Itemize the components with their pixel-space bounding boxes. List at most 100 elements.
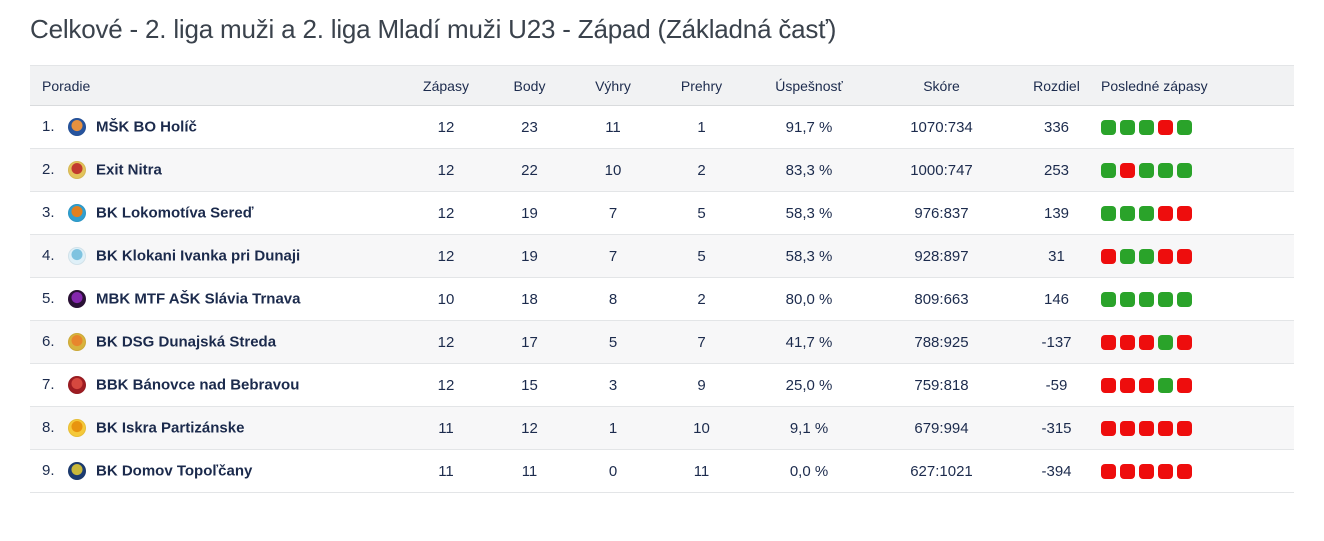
- result-win-icon: [1101, 163, 1116, 179]
- team-name-link[interactable]: BK Domov Topoľčany: [96, 462, 253, 480]
- result-loss-icon: [1120, 163, 1135, 179]
- table-row: 4. BK Klokani Ivanka pri Dunaji 12 19 7 5 58,3…: [30, 234, 1294, 278]
- diff-cell: -59: [1014, 363, 1099, 407]
- result-win-icon: [1158, 335, 1173, 351]
- team-logo-icon: [68, 204, 86, 223]
- diff-cell: -315: [1014, 406, 1099, 450]
- diff-cell: 336: [1014, 105, 1099, 149]
- team-logo-icon: [68, 333, 86, 352]
- success-cell: 25,0 %: [749, 363, 869, 407]
- success-cell: 9,1 %: [749, 406, 869, 450]
- result-loss-icon: [1139, 378, 1154, 394]
- table-row: 6. BK DSG Dunajská Streda 12 17 5 7 41,7 % 788:…: [30, 320, 1294, 364]
- rank-label: 2.: [42, 160, 55, 178]
- games-cell: 12: [405, 234, 487, 278]
- wins-cell: 7: [572, 234, 654, 278]
- last-games-cell: [1099, 277, 1294, 321]
- rank-label: 7.: [42, 375, 55, 393]
- result-loss-icon: [1120, 378, 1135, 394]
- result-loss-icon: [1177, 421, 1192, 437]
- column-header-body: Body: [487, 65, 572, 106]
- result-win-icon: [1120, 249, 1135, 265]
- table-row: 2. Exit Nitra 12 22 10 2 83,3 % 1000:747 253: [30, 148, 1294, 192]
- success-cell: 0,0 %: [749, 449, 869, 493]
- points-cell: 12: [487, 406, 572, 450]
- games-cell: 12: [405, 105, 487, 149]
- team-logo-icon: [68, 376, 86, 395]
- success-cell: 83,3 %: [749, 148, 869, 192]
- result-win-icon: [1120, 292, 1135, 308]
- losses-cell: 2: [654, 148, 749, 192]
- team-name-link[interactable]: BBK Bánovce nad Bebravou: [96, 376, 300, 394]
- team-logo-icon: [68, 462, 86, 481]
- result-win-icon: [1158, 163, 1173, 179]
- team-cell: 9. BK Domov Topoľčany: [30, 449, 405, 493]
- result-win-icon: [1139, 206, 1154, 222]
- score-cell: 928:897: [869, 234, 1014, 278]
- team-name-link[interactable]: BK DSG Dunajská Streda: [96, 333, 277, 351]
- column-header-poradie: Poradie: [30, 65, 405, 106]
- result-win-icon: [1177, 120, 1192, 136]
- team-name-link[interactable]: MBK MTF AŠK Slávia Trnava: [96, 290, 301, 308]
- team-name-link[interactable]: BK Klokani Ivanka pri Dunaji: [96, 247, 301, 265]
- team-cell: 1. MŠK BO Holíč: [30, 105, 405, 149]
- team-logo-icon: [68, 247, 86, 266]
- team-logo-icon: [68, 161, 86, 180]
- team-logo-icon: [68, 419, 86, 438]
- team-cell: 3. BK Lokomotíva Sereď: [30, 191, 405, 235]
- team-cell: 6. BK DSG Dunajská Streda: [30, 320, 405, 364]
- diff-cell: -394: [1014, 449, 1099, 493]
- result-win-icon: [1158, 292, 1173, 308]
- table-row: 3. BK Lokomotíva Sereď 12 19 7 5 58,3 % 976:837…: [30, 191, 1294, 235]
- team-name-link[interactable]: BK Lokomotíva Sereď: [96, 204, 254, 222]
- result-loss-icon: [1139, 421, 1154, 437]
- points-cell: 18: [487, 277, 572, 321]
- team-name-link[interactable]: Exit Nitra: [96, 161, 162, 179]
- success-cell: 58,3 %: [749, 191, 869, 235]
- diff-cell: 31: [1014, 234, 1099, 278]
- last-games-cell: [1099, 449, 1294, 493]
- result-loss-icon: [1158, 464, 1173, 480]
- losses-cell: 7: [654, 320, 749, 364]
- result-loss-icon: [1120, 421, 1135, 437]
- result-win-icon: [1177, 163, 1192, 179]
- games-cell: 12: [405, 320, 487, 364]
- wins-cell: 11: [572, 105, 654, 149]
- success-cell: 80,0 %: [749, 277, 869, 321]
- losses-cell: 1: [654, 105, 749, 149]
- result-win-icon: [1158, 378, 1173, 394]
- losses-cell: 9: [654, 363, 749, 407]
- score-cell: 788:925: [869, 320, 1014, 364]
- losses-cell: 5: [654, 191, 749, 235]
- team-cell: 5. MBK MTF AŠK Slávia Trnava: [30, 277, 405, 321]
- result-loss-icon: [1101, 421, 1116, 437]
- result-loss-icon: [1158, 249, 1173, 265]
- team-name-link[interactable]: BK Iskra Partizánske: [96, 419, 245, 437]
- wins-cell: 1: [572, 406, 654, 450]
- diff-cell: -137: [1014, 320, 1099, 364]
- games-cell: 12: [405, 148, 487, 192]
- diff-cell: 253: [1014, 148, 1099, 192]
- success-cell: 58,3 %: [749, 234, 869, 278]
- page-title: Celkové - 2. liga muži a 2. liga Mladí m…: [30, 14, 837, 44]
- last-games-cell: [1099, 406, 1294, 450]
- table-row: 1. MŠK BO Holíč 12 23 11 1 91,7 % 1070:734 336: [30, 105, 1294, 149]
- games-cell: 12: [405, 191, 487, 235]
- result-win-icon: [1139, 249, 1154, 265]
- last-games-cell: [1099, 234, 1294, 278]
- standings-table: Poradie Zápasy Body Výhry Prehry Úspešno…: [30, 65, 1294, 493]
- result-win-icon: [1120, 206, 1135, 222]
- column-header-vyhry: Výhry: [572, 65, 654, 106]
- wins-cell: 8: [572, 277, 654, 321]
- team-name-link[interactable]: MŠK BO Holíč: [96, 118, 197, 136]
- table-row: 7. BBK Bánovce nad Bebravou 12 15 3 9 25,0 % 75…: [30, 363, 1294, 407]
- points-cell: 22: [487, 148, 572, 192]
- rank-label: 1.: [42, 117, 55, 135]
- result-loss-icon: [1139, 335, 1154, 351]
- column-header-skore: Skóre: [869, 65, 1014, 106]
- points-cell: 23: [487, 105, 572, 149]
- score-cell: 679:994: [869, 406, 1014, 450]
- losses-cell: 10: [654, 406, 749, 450]
- wins-cell: 3: [572, 363, 654, 407]
- column-header-posledne-zapasy: Posledné zápasy: [1099, 65, 1294, 106]
